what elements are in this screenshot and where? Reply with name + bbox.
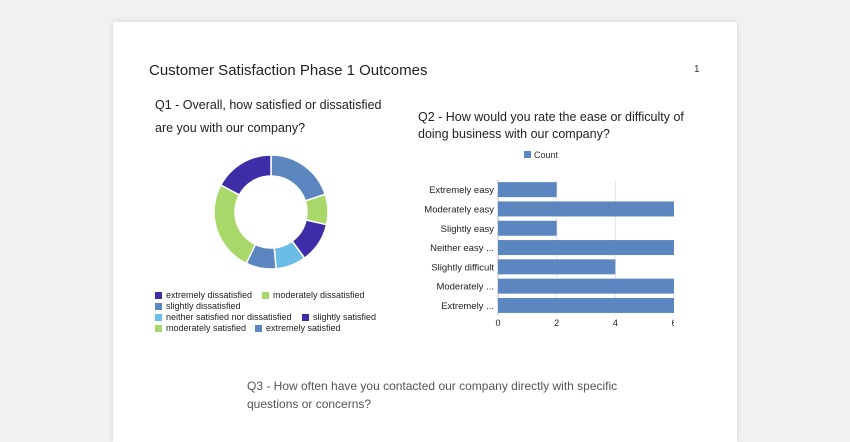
bar[interactable] bbox=[498, 297, 674, 313]
bar[interactable] bbox=[498, 240, 674, 256]
legend-swatch bbox=[155, 291, 162, 299]
legend-label: moderately satisfied bbox=[166, 323, 247, 333]
legend-label: moderately dissatisfied bbox=[273, 290, 365, 300]
x-tick-label: 4 bbox=[613, 318, 618, 328]
legend-label: extremely satisfied bbox=[266, 323, 341, 333]
page-title: Customer Satisfaction Phase 1 Outcomes bbox=[149, 62, 428, 79]
legend-item: extremely dissatisfied bbox=[155, 290, 252, 300]
bar[interactable] bbox=[498, 259, 616, 275]
bar[interactable] bbox=[498, 220, 557, 236]
donut-slice-6[interactable] bbox=[219, 154, 272, 196]
legend-item: slightly satisfied bbox=[302, 312, 376, 322]
bar-category-label: Extremely easy bbox=[429, 185, 494, 196]
q1-donut-chart bbox=[213, 154, 329, 270]
bar-category-label: Moderately easy bbox=[424, 204, 494, 215]
legend-label: neither satisfied nor dissatisfied bbox=[166, 312, 292, 322]
legend-swatch bbox=[155, 313, 162, 321]
bar-category-label: Slightly easy bbox=[441, 224, 495, 235]
legend-item: neither satisfied nor dissatisfied bbox=[155, 312, 292, 322]
legend-label: slightly satisfied bbox=[313, 312, 377, 322]
bar[interactable] bbox=[498, 182, 557, 198]
legend-item: moderately dissatisfied bbox=[262, 290, 365, 300]
x-tick-label: 2 bbox=[554, 318, 559, 328]
q2-question: Q2 - How would you rate the ease or diff… bbox=[418, 110, 684, 141]
legend-label: extremely dissatisfied bbox=[166, 290, 253, 300]
q1-chart-legend: extremely dissatisfied moderately dissati… bbox=[155, 290, 415, 340]
legend-label: slightly dissatisfied bbox=[166, 301, 241, 311]
legend-swatch bbox=[155, 324, 162, 332]
bar-category-label: Moderately ... bbox=[436, 282, 494, 293]
legend-swatch bbox=[155, 302, 162, 310]
legend-swatch bbox=[255, 324, 262, 332]
q2-bar-chart: Count Extremely easy Moderately easy Slight… bbox=[424, 150, 704, 334]
legend-swatch bbox=[302, 313, 309, 321]
q3-question: Q3 - How often have you contacted our co… bbox=[247, 379, 618, 411]
report-page: Customer Satisfaction Phase 1 Outcomes 1… bbox=[113, 22, 737, 442]
legend-swatch bbox=[262, 291, 269, 299]
x-tick-label: 0 bbox=[495, 318, 500, 328]
legend-item: slightly dissatisfied bbox=[155, 301, 241, 311]
legend-item: extremely satisfied bbox=[255, 323, 341, 333]
bar-legend-swatch bbox=[524, 151, 531, 158]
bar-category-label: Extremely ... bbox=[441, 301, 494, 312]
bar-category-label: Neither easy ... bbox=[430, 243, 494, 254]
page-number: 1 bbox=[694, 64, 700, 75]
bar-legend-label: Count bbox=[534, 150, 559, 160]
bar[interactable] bbox=[498, 278, 674, 294]
chart-edge-mask bbox=[674, 178, 704, 334]
legend-item: moderately satisfied bbox=[155, 323, 246, 333]
bar-category-label: Slightly difficult bbox=[431, 262, 494, 273]
bar[interactable] bbox=[498, 201, 674, 217]
q1-question: Q1 - Overall, how satisfied or dissatisf… bbox=[155, 98, 382, 135]
